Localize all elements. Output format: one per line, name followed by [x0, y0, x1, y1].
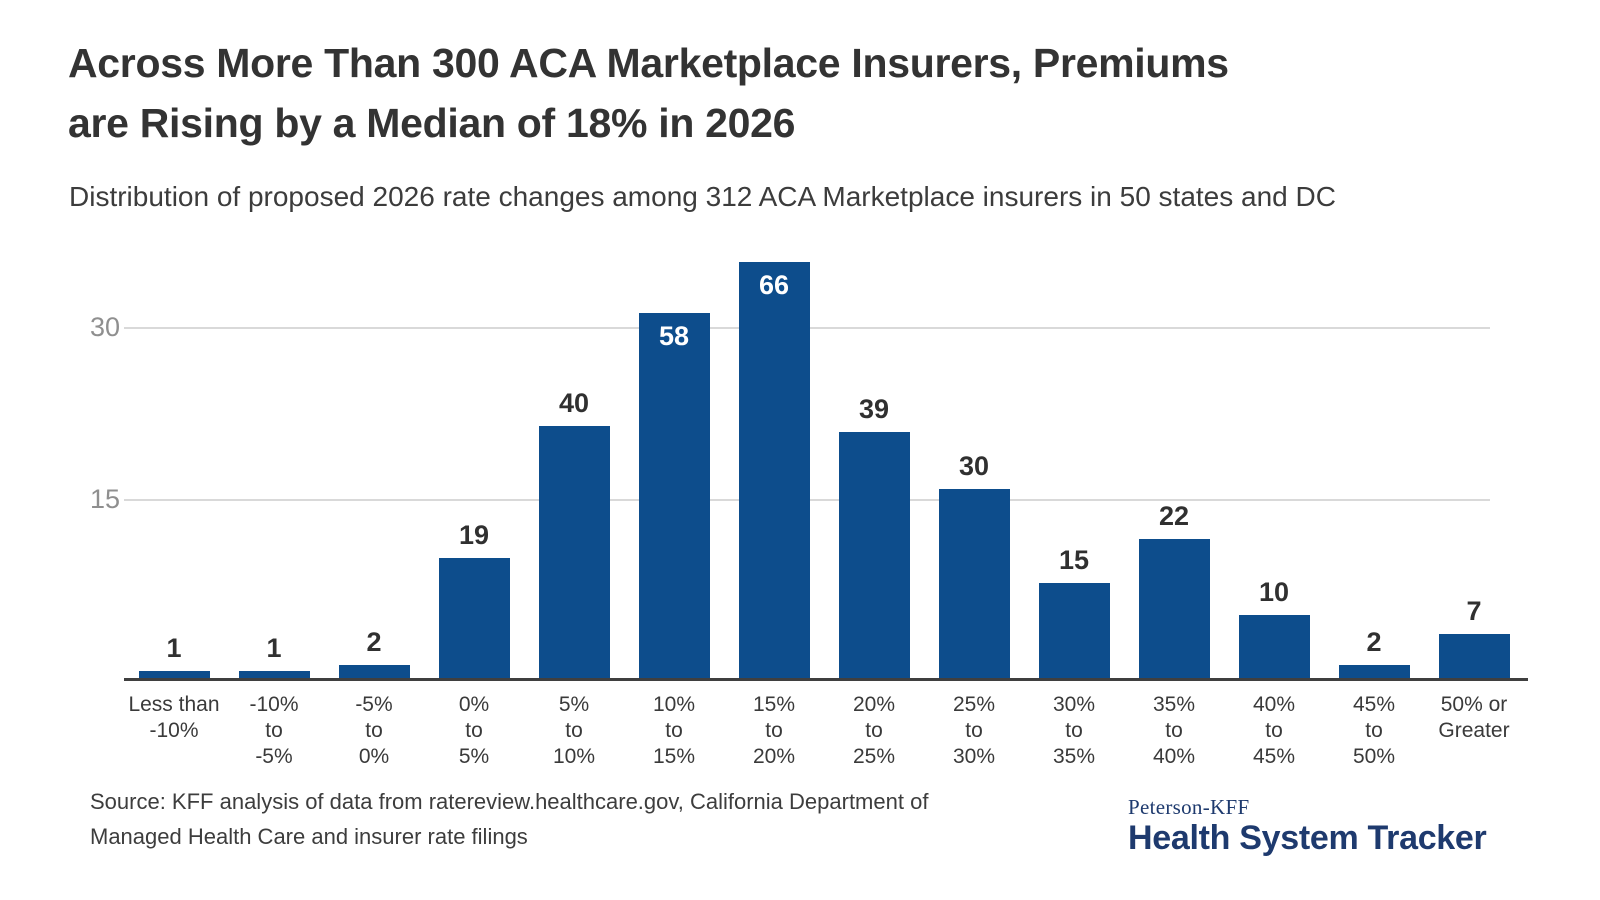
logo-health-system-tracker: Health System Tracker: [1128, 819, 1487, 857]
bar-25% to 30%[interactable]: [939, 489, 1010, 678]
bar-35% to 40%[interactable]: [1139, 539, 1210, 678]
bar-value-label: 66: [758, 270, 790, 300]
bar-value-label: 39: [858, 394, 890, 424]
bar-value-label: 7: [1466, 596, 1482, 626]
chart-title: Across More Than 300 ACA Marketplace Ins…: [68, 33, 1229, 153]
bar-value-label: 30: [958, 451, 990, 481]
bar--5% to 0%[interactable]: [339, 665, 410, 678]
bar-45% to 50%[interactable]: [1339, 665, 1410, 678]
source-note-line-2: Managed Health Care and insurer rate fil…: [90, 824, 528, 849]
bar-value-label: 15: [1058, 545, 1090, 575]
y-tick-label-15: 15: [89, 484, 120, 514]
bar-40% to 45%[interactable]: [1239, 615, 1310, 678]
logo: Peterson-KFF Health System Tracker: [1128, 795, 1487, 857]
bar-10% to 15%[interactable]: [639, 313, 710, 678]
bar-value-label: 10: [1258, 577, 1290, 607]
x-tick-label: 15% to 20%: [752, 693, 796, 768]
x-tick-label: 40% to 45%: [1252, 693, 1296, 768]
x-tick-label: 30% to 35%: [1052, 693, 1096, 768]
bar-value-label: 58: [658, 321, 690, 351]
bar-value-label: 2: [366, 627, 382, 657]
x-tick-label: 50% or Greater: [1438, 693, 1510, 742]
bar-value-label: 1: [166, 633, 182, 663]
bar-value-label: 19: [458, 520, 490, 550]
source-note: Source: KFF analysis of data from ratere…: [90, 784, 928, 854]
x-tick-label: 0% to 5%: [458, 693, 490, 768]
bar-20% to 25%[interactable]: [839, 432, 910, 678]
bar-50% or Greater[interactable]: [1439, 634, 1510, 678]
bar-5% to 10%[interactable]: [539, 426, 610, 678]
x-tick-label: 35% to 40%: [1152, 693, 1196, 768]
bar-30% to 35%[interactable]: [1039, 583, 1110, 678]
chart-subtitle: Distribution of proposed 2026 rate chang…: [69, 181, 1336, 212]
bar-value-label: 2: [1366, 627, 1382, 657]
x-tick-label: -5% to 0%: [355, 693, 393, 768]
bar-value-label: 40: [558, 388, 590, 418]
bar-value-label: 22: [1158, 501, 1190, 531]
x-tick-label: 5% to 10%: [552, 693, 596, 768]
chart-title-line-2: are Rising by a Median of 18% in 2026: [68, 100, 796, 146]
bar-15% to 20%[interactable]: [739, 262, 810, 678]
x-tick-label: 25% to 30%: [952, 693, 996, 768]
source-note-line-1: Source: KFF analysis of data from ratere…: [90, 789, 929, 814]
bar-value-label: 1: [266, 633, 282, 663]
chart-title-line-1: Across More Than 300 ACA Marketplace Ins…: [68, 40, 1229, 86]
bar-0% to 5%[interactable]: [439, 558, 510, 678]
x-tick-label: -10% to -5%: [249, 693, 299, 768]
logo-peterson-kff: Peterson-KFF: [1128, 795, 1250, 819]
x-tick-label: Less than -10%: [128, 693, 220, 742]
x-tick-label: 20% to 25%: [852, 693, 896, 768]
y-tick-label-30: 30: [89, 312, 120, 342]
bar-Less than -10%[interactable]: [139, 671, 210, 678]
x-axis-line: [124, 678, 1528, 681]
bar--10% to -5%[interactable]: [239, 671, 310, 678]
x-tick-label: 45% to 50%: [1352, 693, 1396, 768]
x-tick-label: 10% to 15%: [652, 693, 696, 768]
